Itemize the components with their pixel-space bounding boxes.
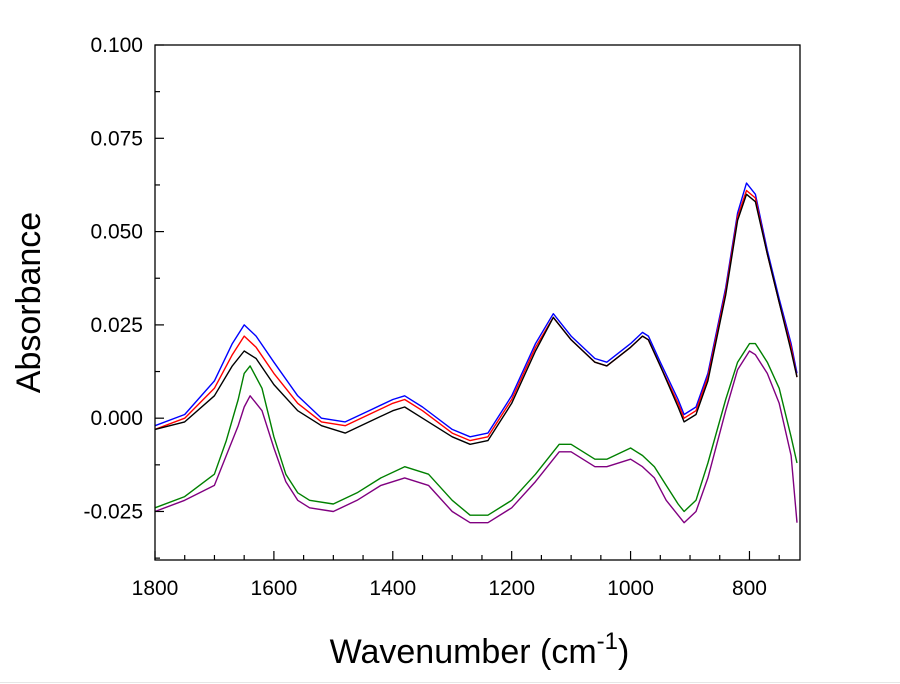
- series-layer: [154, 182, 798, 524]
- x-axis: 1800 1600 1400 1200 1000 800: [132, 551, 780, 600]
- series-line-3: [154, 193, 798, 445]
- x-tick-label: 1600: [251, 577, 298, 600]
- y-tick-label: 0.050: [90, 221, 143, 244]
- x-tick-label: 1800: [132, 577, 179, 600]
- x-tick-label: 1200: [488, 577, 535, 600]
- y-axis: -0.025 0.000 0.025 0.050 0.075 0.100: [83, 34, 164, 559]
- x-axis-title-superscript: -1: [597, 628, 618, 655]
- x-tick-label: 800: [732, 577, 767, 600]
- y-tick-label: -0.025: [83, 500, 143, 523]
- y-tick-label: 0.075: [90, 127, 143, 150]
- plot-frame: [154, 44, 801, 561]
- x-axis-title-close: ): [618, 633, 629, 671]
- y-axis-title: Absorbance: [10, 212, 48, 393]
- x-tick-label: 1400: [369, 577, 416, 600]
- x-axis-title: Wavenumber (cm-1): [330, 628, 630, 671]
- bottom-rule: [0, 682, 900, 683]
- y-tick-label: 0.025: [90, 314, 143, 337]
- x-axis-title-text: Wavenumber (cm: [330, 633, 597, 671]
- x-tick-label: 1000: [607, 577, 654, 600]
- y-tick-label: 0.100: [90, 34, 143, 57]
- y-tick-label: 0.000: [90, 407, 143, 430]
- series-line-5: [154, 350, 798, 524]
- series-line-4: [154, 342, 798, 516]
